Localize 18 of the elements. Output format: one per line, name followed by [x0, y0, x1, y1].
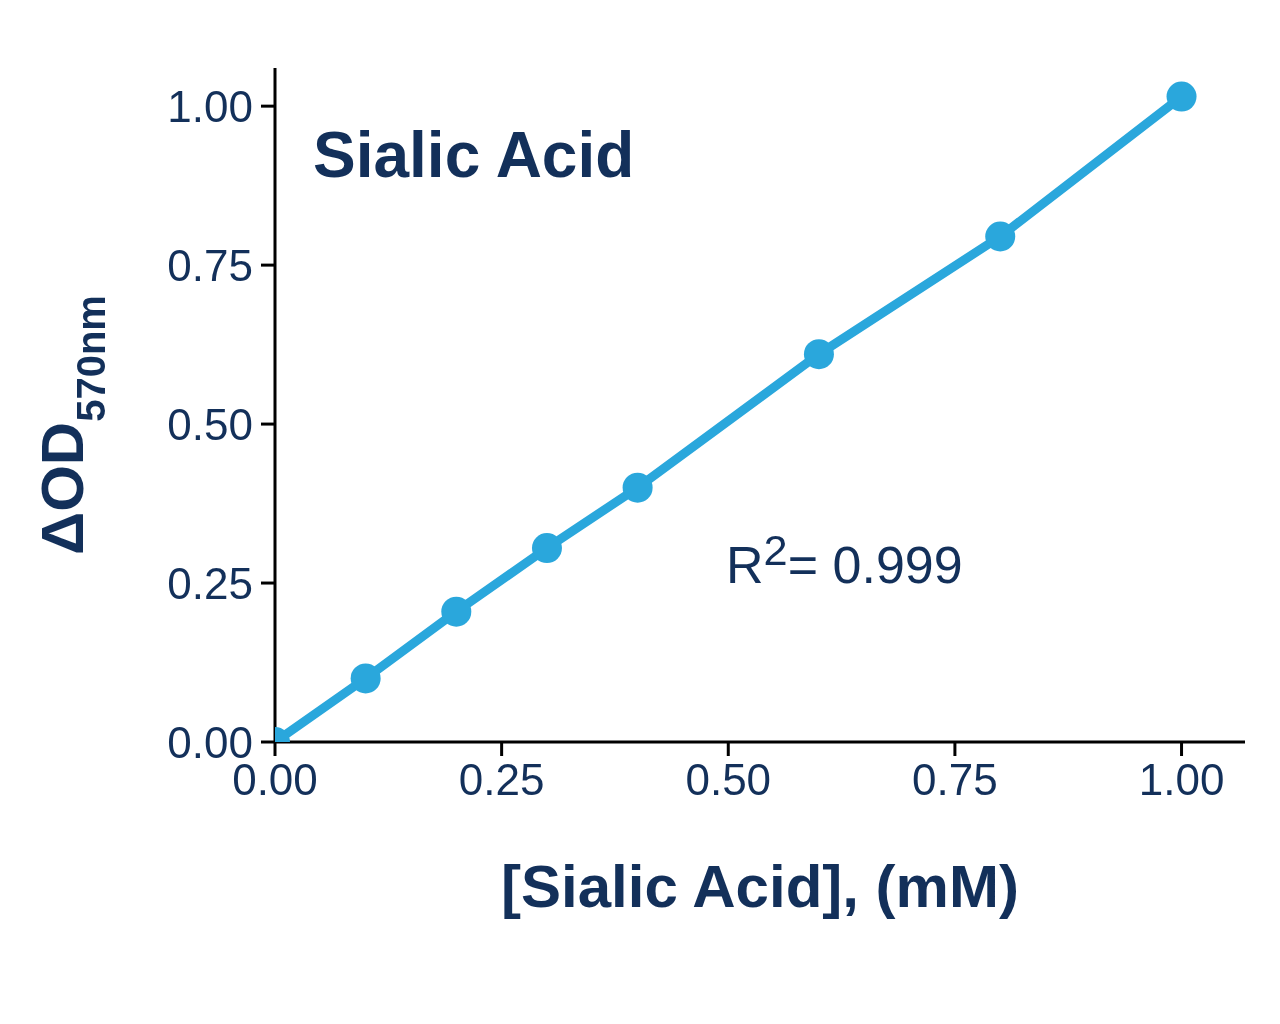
point: [531, 533, 562, 564]
point: [803, 339, 834, 370]
y-tick-label: 0.25: [167, 558, 253, 608]
y-tick-label: 0.50: [167, 399, 253, 449]
x-axis-title: [Sialic Acid], (mM): [501, 853, 1019, 920]
point: [350, 663, 381, 694]
text: Sialic Acid: [313, 118, 635, 192]
point: [622, 472, 653, 503]
y-tick-label: 0.75: [167, 240, 253, 290]
x-tick-label: 0.75: [912, 755, 998, 805]
point: [1166, 81, 1197, 112]
annotation: R$^{2}$= 0.999: [726, 526, 963, 596]
x-tick-label: 1.00: [1138, 755, 1225, 805]
x-tick-label: 0.25: [458, 755, 545, 805]
point: [441, 596, 472, 627]
y-tick-label: 1.00: [167, 81, 253, 131]
x-tick-label: 0.50: [685, 755, 772, 805]
point: [985, 221, 1016, 252]
